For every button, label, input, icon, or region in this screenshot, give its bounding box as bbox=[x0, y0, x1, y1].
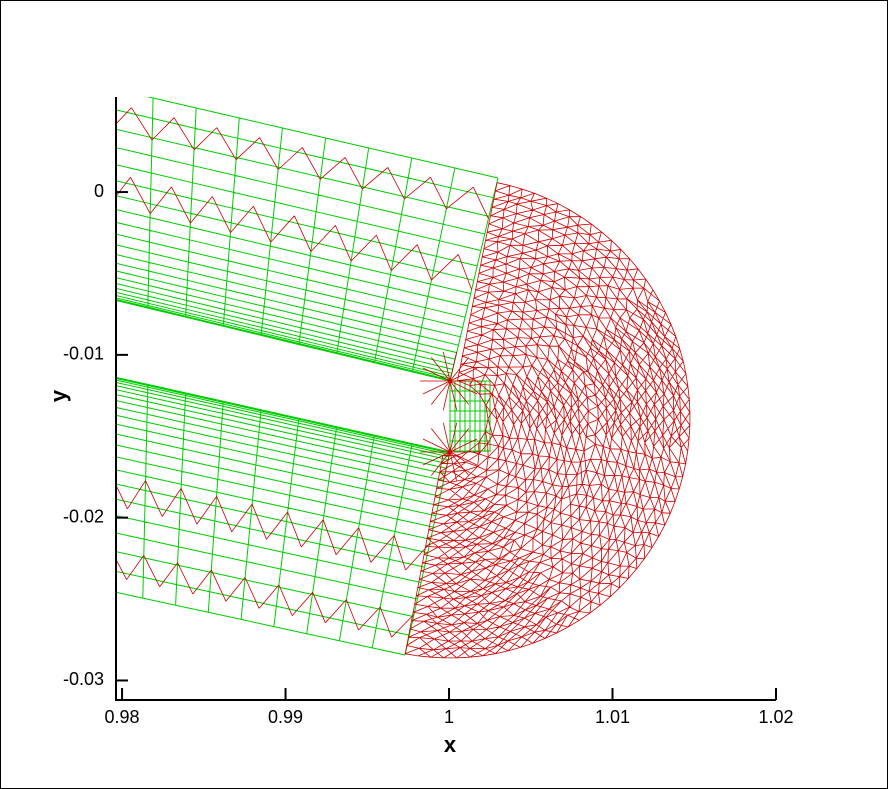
y-tick-label: -0.03 bbox=[63, 669, 104, 689]
y-tick-label: -0.02 bbox=[63, 506, 104, 526]
y-axis-label: y bbox=[46, 389, 71, 402]
x-tick-label: 0.99 bbox=[268, 707, 303, 727]
x-tick-label: 1 bbox=[444, 707, 454, 727]
mesh bbox=[116, 97, 691, 659]
x-tick-label: 1.02 bbox=[758, 707, 793, 727]
y-tick-label: 0 bbox=[94, 181, 104, 201]
x-axis-label: x bbox=[444, 732, 457, 757]
x-tick-label: 0.98 bbox=[105, 707, 140, 727]
structured-mesh bbox=[116, 97, 499, 656]
y-tick-label: -0.01 bbox=[63, 344, 104, 364]
x-tick-label: 1.01 bbox=[595, 707, 630, 727]
unstructured-mesh bbox=[116, 107, 691, 659]
